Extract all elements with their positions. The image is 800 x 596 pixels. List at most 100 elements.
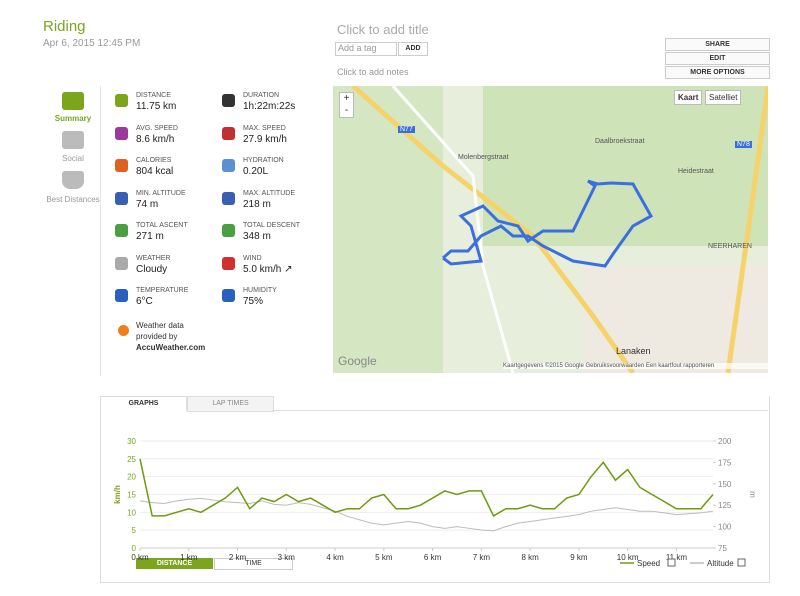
x-tick-label: 9 km	[570, 553, 588, 562]
stat-value: 74 m	[136, 198, 159, 210]
map-label: Molenbergstraat	[458, 154, 509, 161]
y-tick-label: 0	[132, 544, 137, 553]
stat-icon	[115, 224, 128, 237]
y-tick-label: 10	[127, 508, 136, 517]
stat-value: 804 kcal	[136, 166, 174, 177]
stat-label: HYDRATION	[243, 157, 284, 164]
tag-input[interactable]: Add a tag	[335, 42, 397, 56]
map-label: NEERHAREN	[708, 243, 752, 250]
tab-line	[272, 410, 768, 411]
graphs-tab[interactable]: GRAPHS	[100, 396, 187, 411]
add-button[interactable]: ADD	[398, 42, 428, 56]
stat-icon	[115, 289, 128, 302]
stat-value: 8.6 km/h	[136, 133, 175, 145]
stat-icon	[115, 256, 128, 270]
y-tick-label: 30	[127, 437, 136, 446]
y-axis-label: km/h	[113, 485, 122, 504]
legend-label: Altitude	[707, 559, 734, 568]
stat-label: CALORIES	[136, 157, 172, 164]
stat-icon	[115, 94, 128, 107]
x-tick-label: 10 km	[617, 553, 639, 562]
graph-panel	[100, 396, 770, 583]
map-label: Heidestraat	[678, 168, 714, 175]
map-footer-text: Kaartgegevens ©2015 Google	[503, 363, 584, 369]
social-tab[interactable]: Social	[62, 154, 84, 163]
zoom-out[interactable]: -	[344, 105, 349, 116]
terms-link[interactable]: Gebruiksvoorwaarden	[585, 363, 645, 369]
stat-icon	[222, 191, 235, 205]
stat-label: HUMIDITY	[243, 287, 277, 294]
route	[442, 179, 654, 268]
map-label: N78	[735, 141, 752, 148]
x-tick-label: 3 km	[278, 553, 296, 562]
lap-times-tab[interactable]: LAP TIMES	[187, 396, 274, 412]
weather-note-text: Weather data provided by	[136, 321, 184, 341]
x-tick-label: 5 km	[375, 553, 393, 562]
title-input[interactable]: Click to add title	[337, 22, 429, 37]
stat-value: 218 m	[243, 198, 271, 210]
stat-label: MIN. ALTITUDE	[136, 189, 186, 197]
google-logo: Google	[338, 354, 377, 368]
share-button[interactable]: SHARE	[665, 38, 770, 51]
forest	[333, 86, 443, 373]
stat-value: 6°C	[136, 296, 153, 307]
report-link[interactable]: Een kaartfout rapporteren	[645, 363, 715, 369]
stat-icon	[222, 126, 235, 140]
forest	[483, 86, 768, 246]
activity-title: Riding	[43, 18, 86, 35]
edit-button[interactable]: EDIT	[665, 52, 770, 65]
legend-checkbox[interactable]	[667, 558, 676, 567]
map-footer: Kaartgegevens ©2015 Google Gebruiksvoorw…	[503, 363, 768, 369]
notes-input[interactable]: Click to add notes	[337, 67, 409, 77]
y2-tick-label: 200	[718, 437, 732, 446]
stat-icon	[222, 256, 235, 270]
weather-source[interactable]: AccuWeather.com	[136, 343, 206, 352]
divider	[100, 86, 101, 376]
best-distances-tab[interactable]: Best Distances	[46, 195, 100, 204]
stat-label: MAX. ALTITUDE	[243, 189, 295, 197]
more-options-button[interactable]: MORE OPTIONS	[665, 66, 770, 79]
stat-label: DISTANCE	[136, 92, 171, 99]
satellite-button[interactable]: Satelliet	[705, 90, 742, 105]
x-tick-label: 11 km	[666, 553, 688, 562]
x-tick-label: 7 km	[473, 553, 491, 562]
summary-icon[interactable]	[62, 92, 84, 110]
map-label: Daalbroekstraat	[595, 138, 645, 145]
accuweather-icon	[118, 325, 129, 336]
y2-axis-label: m	[748, 491, 757, 498]
stat-value: 1h:22m:22s	[243, 101, 296, 112]
map[interactable]: + - Kaart Satelliet N77 N78 Lanaken NEERH…	[333, 86, 768, 373]
y2-tick-label: 150	[718, 480, 732, 489]
stat-label: TOTAL DESCENT	[243, 222, 301, 229]
zoom-controls: + -	[339, 92, 354, 118]
road-n78	[725, 86, 768, 373]
y-tick-label: 25	[127, 455, 136, 464]
best-distances-icon[interactable]	[62, 171, 84, 189]
activity-date: Apr 6, 2015 12:45 PM	[43, 38, 141, 49]
stat-value: 0.20L	[243, 166, 269, 177]
stat-label: AVG. SPEED	[136, 124, 178, 132]
zoom-in[interactable]: +	[343, 93, 350, 104]
time-button[interactable]: TIME	[214, 558, 293, 570]
y2-tick-label: 125	[718, 501, 732, 510]
y2-tick-label: 175	[718, 458, 732, 467]
stat-icon	[115, 191, 128, 205]
stat-icon	[222, 159, 235, 172]
stat-icon	[222, 224, 235, 237]
weather-note: Weather data provided by AccuWeather.com	[136, 320, 216, 353]
stat-label: TEMPERATURE	[136, 287, 189, 294]
y2-tick-label: 75	[718, 544, 727, 553]
social-icon[interactable]	[62, 131, 84, 149]
stat-value: 271 m	[136, 231, 164, 242]
distance-button[interactable]: DISTANCE	[136, 558, 213, 569]
series-line	[139, 497, 714, 532]
chart: 0 5 10 15 20 25 30 75 100 125 150 175 200 0 km 1 km 2 k…	[113, 437, 757, 568]
stat-value: 5.0 km/h ↗	[243, 263, 293, 275]
stat-label: MAX. SPEED	[243, 124, 286, 132]
series-line	[139, 458, 714, 517]
map-type-button[interactable]: Kaart	[674, 90, 703, 105]
legend-checkbox[interactable]	[737, 558, 746, 567]
stat-label: TOTAL ASCENT	[136, 222, 188, 229]
summary-tab[interactable]: Summary	[54, 114, 92, 123]
x-tick-label: 8 km	[521, 553, 539, 562]
